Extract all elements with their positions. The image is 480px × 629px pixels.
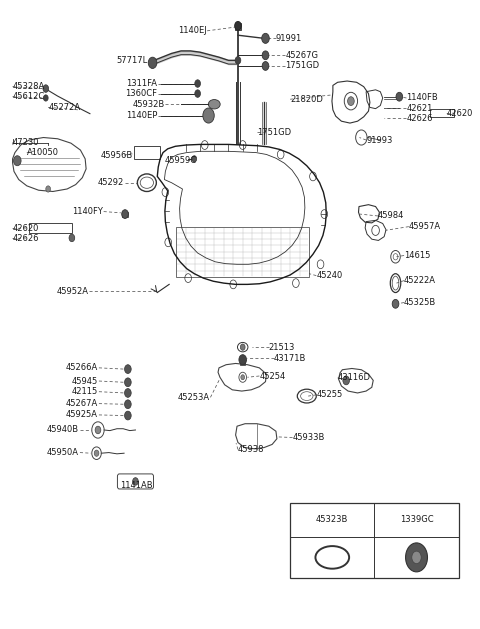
Circle shape bbox=[343, 376, 349, 385]
Circle shape bbox=[43, 95, 48, 101]
Circle shape bbox=[124, 365, 131, 374]
Text: 1140EJ: 1140EJ bbox=[179, 26, 207, 35]
Text: 45328A: 45328A bbox=[12, 82, 45, 91]
FancyBboxPatch shape bbox=[235, 23, 241, 30]
Text: 45933B: 45933B bbox=[292, 433, 325, 442]
Circle shape bbox=[122, 209, 128, 218]
Text: 21513: 21513 bbox=[269, 343, 295, 352]
Text: 42620: 42620 bbox=[447, 109, 473, 118]
Text: 45984: 45984 bbox=[378, 211, 404, 221]
Text: 45950A: 45950A bbox=[47, 448, 79, 457]
Circle shape bbox=[262, 33, 269, 43]
Text: 42620: 42620 bbox=[12, 224, 39, 233]
Text: 42626: 42626 bbox=[12, 234, 39, 243]
Circle shape bbox=[192, 156, 197, 162]
Text: 1339GC: 1339GC bbox=[400, 515, 433, 524]
Text: 1140FB: 1140FB bbox=[407, 94, 438, 103]
Text: 45940B: 45940B bbox=[47, 425, 79, 435]
Circle shape bbox=[241, 375, 245, 380]
Circle shape bbox=[392, 299, 399, 308]
Text: 91993: 91993 bbox=[366, 135, 393, 145]
Text: 42115: 42115 bbox=[72, 387, 98, 396]
Text: 45945: 45945 bbox=[72, 377, 98, 386]
Text: 45272A: 45272A bbox=[48, 103, 80, 112]
Circle shape bbox=[43, 85, 48, 92]
Text: 21820D: 21820D bbox=[290, 95, 323, 104]
Circle shape bbox=[239, 355, 247, 365]
Text: 45938: 45938 bbox=[238, 445, 264, 454]
Text: 42621: 42621 bbox=[407, 104, 433, 113]
Circle shape bbox=[94, 450, 99, 457]
FancyBboxPatch shape bbox=[290, 503, 459, 578]
Circle shape bbox=[262, 62, 269, 70]
Text: 45254: 45254 bbox=[259, 372, 286, 381]
Circle shape bbox=[348, 97, 354, 106]
Text: 43116D: 43116D bbox=[337, 374, 371, 382]
Circle shape bbox=[95, 426, 101, 434]
Text: 45267G: 45267G bbox=[286, 51, 318, 60]
Circle shape bbox=[124, 411, 131, 420]
Text: 45325B: 45325B bbox=[404, 298, 436, 307]
Text: 1311FA: 1311FA bbox=[126, 79, 157, 88]
Text: 45925A: 45925A bbox=[66, 410, 98, 420]
Text: A10050: A10050 bbox=[27, 148, 59, 157]
Text: 1360CF: 1360CF bbox=[125, 89, 157, 98]
FancyBboxPatch shape bbox=[122, 211, 128, 217]
Circle shape bbox=[262, 51, 269, 60]
Text: 47230: 47230 bbox=[12, 138, 39, 147]
Text: 57717L: 57717L bbox=[117, 57, 148, 65]
Circle shape bbox=[148, 57, 157, 69]
Text: 45240: 45240 bbox=[316, 271, 343, 280]
Circle shape bbox=[69, 234, 75, 242]
Text: 1751GD: 1751GD bbox=[257, 128, 291, 137]
Text: 45222A: 45222A bbox=[404, 276, 436, 285]
Text: 1141AB: 1141AB bbox=[120, 481, 152, 490]
Text: 45255: 45255 bbox=[316, 391, 343, 399]
Text: 45253A: 45253A bbox=[178, 393, 209, 402]
Text: 45959C: 45959C bbox=[165, 156, 196, 165]
Text: 91991: 91991 bbox=[276, 34, 302, 43]
Text: 45956B: 45956B bbox=[100, 150, 132, 160]
Text: 1140FY: 1140FY bbox=[72, 207, 103, 216]
Text: 45266A: 45266A bbox=[66, 364, 98, 372]
Text: 45612C: 45612C bbox=[12, 92, 45, 101]
Text: 1751GD: 1751GD bbox=[286, 62, 320, 70]
Circle shape bbox=[195, 80, 201, 87]
Circle shape bbox=[124, 378, 131, 387]
Text: 45292: 45292 bbox=[98, 178, 124, 187]
Circle shape bbox=[132, 477, 138, 485]
Circle shape bbox=[406, 543, 428, 572]
Circle shape bbox=[195, 90, 201, 97]
Text: 1140EP: 1140EP bbox=[126, 111, 157, 120]
Circle shape bbox=[240, 344, 245, 350]
Text: 45323B: 45323B bbox=[316, 515, 348, 524]
Text: 43171B: 43171B bbox=[274, 354, 306, 363]
Text: 45952A: 45952A bbox=[57, 287, 88, 296]
Text: 42626: 42626 bbox=[407, 114, 433, 123]
Text: 45932B: 45932B bbox=[132, 100, 165, 109]
Circle shape bbox=[235, 57, 241, 64]
Circle shape bbox=[203, 108, 214, 123]
Circle shape bbox=[412, 551, 421, 564]
Text: 14615: 14615 bbox=[404, 251, 431, 260]
Text: 45267A: 45267A bbox=[66, 399, 98, 408]
Circle shape bbox=[124, 400, 131, 409]
Circle shape bbox=[235, 21, 241, 30]
FancyBboxPatch shape bbox=[240, 357, 245, 365]
Circle shape bbox=[124, 389, 131, 398]
Circle shape bbox=[46, 186, 50, 192]
Ellipse shape bbox=[208, 99, 220, 109]
Circle shape bbox=[13, 156, 21, 166]
Text: 45957A: 45957A bbox=[409, 222, 441, 231]
Circle shape bbox=[396, 92, 403, 101]
